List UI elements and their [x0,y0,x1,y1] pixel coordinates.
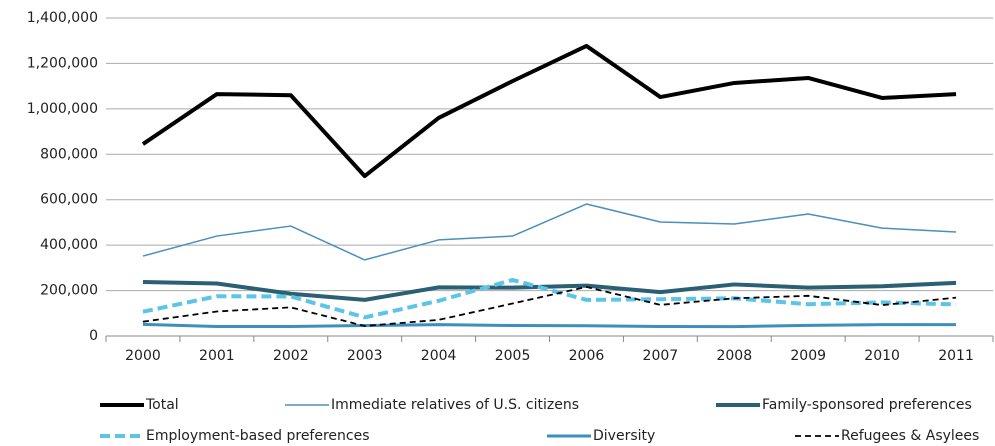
x-tick-label: 2000 [125,348,161,364]
series-line [142,203,957,261]
x-tick-label: 2006 [569,348,605,364]
series-line [141,43,957,179]
series-line [142,279,957,302]
series-line [142,322,957,329]
series-line [142,286,957,327]
x-tick-label: 2008 [716,348,752,364]
y-tick-label: 0 [89,328,98,344]
x-tick-label: 2009 [790,348,826,364]
y-tick-label: 1,200,000 [27,55,98,71]
x-tick-label: 2007 [643,348,679,364]
legend-label: Employment-based preferences [146,428,370,444]
legend-label: Family-sponsored preferences [762,397,972,413]
legend-label: Refugees & Asylees [841,428,979,444]
x-tick-label: 2002 [273,348,309,364]
x-tick-label: 2004 [421,348,457,364]
y-tick-label: 1,400,000 [27,10,98,26]
x-tick-label: 2010 [864,348,900,364]
legend-label: Diversity [593,428,655,444]
x-tick-label: 2001 [199,348,235,364]
x-tick-label: 2011 [938,348,974,364]
y-tick-label: 600,000 [40,192,98,208]
series-line [142,277,957,320]
x-tick-label: 2005 [495,348,531,364]
y-tick-label: 200,000 [40,283,98,299]
y-tick-label: 800,000 [40,146,98,162]
legend-label: Total [145,397,179,413]
legend-label: Immediate relatives of U.S. citizens [331,397,579,413]
y-tick-label: 1,000,000 [27,101,98,117]
x-tick-label: 2003 [347,348,383,364]
y-tick-label: 400,000 [40,237,98,253]
